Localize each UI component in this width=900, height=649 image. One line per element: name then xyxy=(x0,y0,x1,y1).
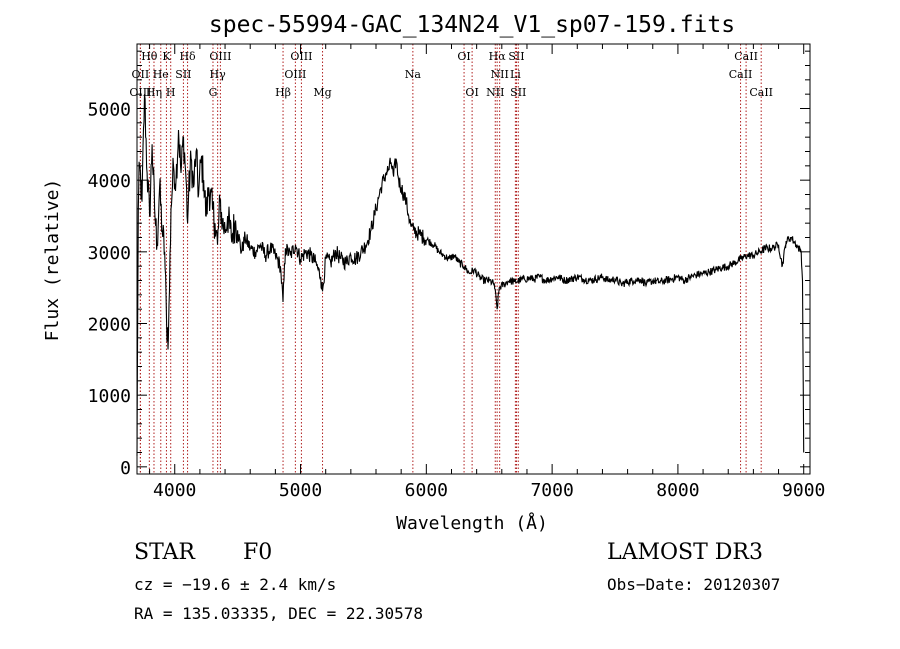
marker-label: Hδ xyxy=(179,50,196,63)
x-tick-label: 8000 xyxy=(656,480,699,501)
spectrum-chart: spec-55994-GAC_134N24_V1_sp07-159.fits H… xyxy=(42,12,825,534)
y-tick-label: 0 xyxy=(120,458,131,479)
marker-label: SII xyxy=(508,50,524,63)
marker-label: CaII xyxy=(729,68,753,81)
marker-label: SII xyxy=(175,68,191,81)
coordinates: RA = 135.03335, DEC = 22.30578 xyxy=(134,604,423,623)
object-subclass: F0 xyxy=(243,540,273,565)
marker-label: He xyxy=(153,68,169,81)
x-tick-label: 6000 xyxy=(405,480,448,501)
y-tick-label: 5000 xyxy=(88,100,131,121)
marker-label: OII xyxy=(132,68,150,81)
marker-label: Hθ xyxy=(141,50,158,63)
y-tick-label: 3000 xyxy=(88,243,131,264)
object-class: STAR xyxy=(134,540,195,565)
marker-label: OIII xyxy=(290,50,312,63)
redshift-value: cz = −19.6 ± 2.4 km/s xyxy=(134,575,337,594)
marker-label: OIII xyxy=(129,86,151,99)
marker-label: H xyxy=(166,86,176,99)
x-tick-label: 4000 xyxy=(153,480,196,501)
observation-date: Obs−Date: 20120307 xyxy=(607,575,781,594)
marker-label: Li xyxy=(510,68,521,81)
x-tick-label: 7000 xyxy=(530,480,573,501)
x-tick-label: 5000 xyxy=(279,480,322,501)
x-axis-label: Wavelength (Å) xyxy=(396,512,548,534)
marker-label: NII xyxy=(491,68,509,81)
marker-label: Hη xyxy=(146,86,162,99)
y-axis-label: Flux (relative) xyxy=(42,179,63,342)
marker-label: K xyxy=(162,50,171,63)
plot-frame xyxy=(136,43,811,475)
marker-label: Hα xyxy=(489,50,507,63)
marker-label: Na xyxy=(405,68,422,81)
marker-label: SII xyxy=(510,86,526,99)
marker-label: OIII xyxy=(284,68,306,81)
y-tick-label: 1000 xyxy=(88,386,131,407)
marker-label: CaII xyxy=(734,50,758,63)
marker-label: G xyxy=(209,86,218,99)
axes: 4000 5000 6000 7000 8000 9000 0 1000 2000 3000 400… xyxy=(88,44,825,501)
y-tick-label: 2000 xyxy=(88,315,131,336)
marker-label: Hγ xyxy=(210,68,227,81)
marker-label: Mg xyxy=(313,86,331,99)
marker-label: OI xyxy=(465,86,478,99)
y-tick-label: 4000 xyxy=(88,171,131,192)
marker-label: OIII xyxy=(209,50,231,63)
marker-label: CaII xyxy=(749,86,773,99)
marker-label: NII xyxy=(486,86,504,99)
marker-label: OI xyxy=(457,50,470,63)
chart-title: spec-55994-GAC_134N24_V1_sp07-159.fits xyxy=(209,12,735,38)
x-tick-label: 9000 xyxy=(782,480,825,501)
marker-label: Hβ xyxy=(275,86,291,99)
spectrum-line xyxy=(136,94,805,457)
survey-label: LAMOST DR3 xyxy=(607,540,763,565)
